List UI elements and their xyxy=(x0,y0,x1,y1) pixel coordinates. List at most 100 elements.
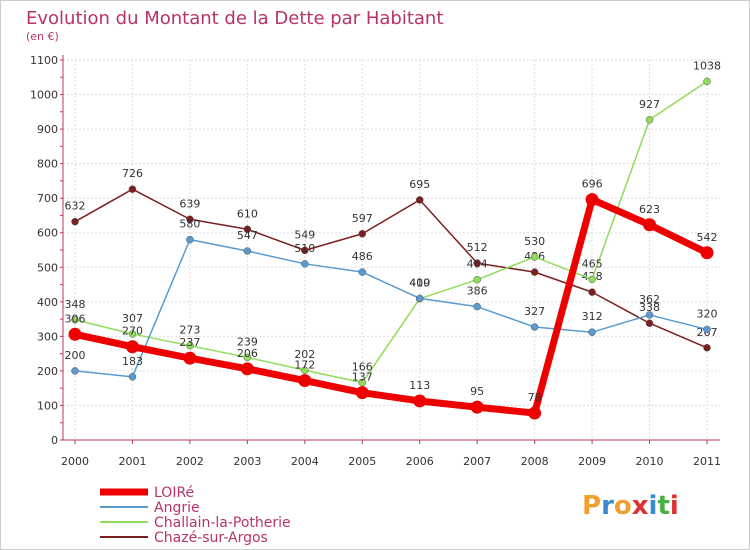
data-label: 320 xyxy=(697,307,718,320)
data-point xyxy=(355,386,369,400)
data-label: 632 xyxy=(65,200,86,213)
y-tick-label: 300 xyxy=(37,330,58,343)
data-point xyxy=(470,400,484,414)
data-label: 172 xyxy=(294,359,315,372)
x-tick-label: 2006 xyxy=(406,455,434,468)
data-point xyxy=(473,275,481,284)
data-label: 166 xyxy=(352,361,373,374)
data-point xyxy=(530,323,539,331)
axes: 0 100 200 300 400 500 600 700 800 900 1000 1100 2000… xyxy=(30,54,721,468)
data-point xyxy=(588,275,596,284)
brand-letter: P xyxy=(582,491,601,521)
data-label: 549 xyxy=(294,228,315,241)
data-label: 1038 xyxy=(693,59,721,72)
brand-letter: t xyxy=(657,491,669,521)
data-point xyxy=(298,374,312,388)
data-point xyxy=(645,311,654,319)
data-label: 306 xyxy=(65,312,86,325)
data-label: 338 xyxy=(639,301,660,314)
data-point xyxy=(240,362,254,376)
data-point xyxy=(125,340,139,354)
data-point xyxy=(645,116,654,124)
series-line xyxy=(74,188,708,349)
data-label: 610 xyxy=(237,207,258,220)
data-point xyxy=(530,253,539,261)
chart-title: Evolution du Montant de la Dette par Hab… xyxy=(26,8,443,29)
series-line xyxy=(74,196,709,417)
data-label: 239 xyxy=(237,335,258,348)
data-label: 927 xyxy=(639,98,660,111)
legend-label: Challain-la-Potherie xyxy=(154,515,291,531)
series-layer: 6327266396105495976955124864283382673483… xyxy=(65,59,721,420)
brand-letter: o xyxy=(614,491,632,521)
data-point xyxy=(703,325,711,334)
data-label: 547 xyxy=(237,229,258,242)
data-label: 465 xyxy=(582,257,603,270)
data-point xyxy=(415,294,424,303)
data-label: 464 xyxy=(467,258,488,271)
data-point xyxy=(358,268,367,276)
data-point xyxy=(301,260,309,268)
legend: LOIRéAngrieChallain-la-PotherieChazé-sur… xyxy=(100,485,291,546)
data-label: 327 xyxy=(524,305,545,318)
data-label: 726 xyxy=(122,167,143,180)
brand-letter: i xyxy=(649,491,658,521)
x-tick-label: 2000 xyxy=(61,455,89,468)
x-tick-label: 2007 xyxy=(463,455,491,468)
series-line xyxy=(74,238,708,378)
chart-subtitle: (en €) xyxy=(26,30,59,43)
data-point xyxy=(183,351,197,365)
data-point xyxy=(588,288,596,296)
data-point xyxy=(128,330,137,338)
y-tick-label: 400 xyxy=(37,296,58,309)
data-label: 639 xyxy=(179,197,200,210)
data-label: 510 xyxy=(294,242,315,255)
data-point xyxy=(643,218,657,232)
data-label: 512 xyxy=(467,241,488,254)
legend-label: Angrie xyxy=(154,500,200,516)
x-tick-label: 2011 xyxy=(693,455,721,468)
data-label: 78 xyxy=(528,391,542,404)
data-point xyxy=(528,406,542,420)
x-tick-label: 2003 xyxy=(233,455,261,468)
data-label: 202 xyxy=(294,348,315,361)
data-label: 270 xyxy=(122,325,143,338)
x-tick-label: 2009 xyxy=(578,455,606,468)
x-tick-label: 2005 xyxy=(348,455,376,468)
data-label: 410 xyxy=(409,276,430,289)
series-line xyxy=(74,80,708,384)
data-label: 386 xyxy=(467,285,488,298)
y-tick-label: 1100 xyxy=(30,54,58,67)
data-point xyxy=(473,259,481,267)
data-label: 486 xyxy=(352,250,373,263)
data-point xyxy=(301,366,309,374)
data-label: 183 xyxy=(122,355,143,368)
brand-logo: Proxiti xyxy=(582,491,679,521)
y-tick-label: 800 xyxy=(37,158,58,171)
y-tick-label: 900 xyxy=(37,123,58,136)
y-tick-label: 0 xyxy=(51,434,58,447)
x-tick-label: 2008 xyxy=(521,455,549,468)
data-label: 542 xyxy=(697,231,718,244)
data-label: 113 xyxy=(409,379,430,392)
data-point xyxy=(588,328,596,336)
data-label: 695 xyxy=(409,178,430,191)
data-point xyxy=(358,378,367,387)
legend-label: Chazé-sur-Argos xyxy=(154,530,268,546)
data-point xyxy=(71,217,79,226)
data-label: 200 xyxy=(65,349,86,362)
x-tick-label: 2001 xyxy=(118,455,146,468)
data-label: 580 xyxy=(179,218,200,231)
data-point xyxy=(71,367,79,375)
data-point xyxy=(243,225,252,234)
data-point xyxy=(71,316,79,324)
data-point xyxy=(243,353,252,362)
x-tick-label: 2002 xyxy=(176,455,204,468)
y-tick-label: 700 xyxy=(37,192,58,205)
y-tick-label: 500 xyxy=(37,261,58,274)
brand-letter: r xyxy=(601,491,614,521)
data-point xyxy=(585,193,599,207)
data-label: 206 xyxy=(237,347,258,360)
